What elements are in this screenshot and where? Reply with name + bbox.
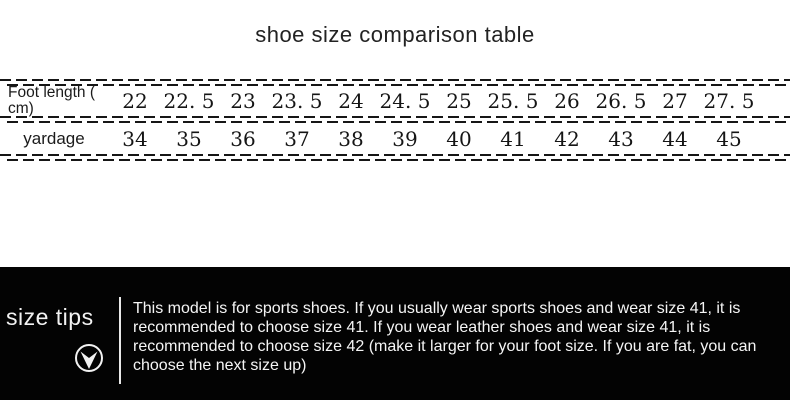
table-cell: 24 (338, 89, 364, 113)
table-row-foot-length: Foot length ( cm) 22 22. 5 23 23. 5 24 2… (0, 84, 790, 117)
table-row-yardage: yardage 34 35 36 37 38 39 40 41 42 43 44… (0, 123, 790, 154)
table-cell: 25 (446, 89, 472, 113)
vertical-divider (119, 297, 121, 384)
size-table: Foot length ( cm) 22 22. 5 23 23. 5 24 2… (0, 79, 790, 161)
table-cell: 38 (338, 126, 364, 151)
table-cell: 43 (608, 126, 634, 151)
table-cell: 39 (392, 126, 418, 151)
size-tips-panel: size tips This model is for sports shoes… (0, 267, 790, 400)
table-cell: 34 (122, 126, 148, 151)
row-header-yardage: yardage (23, 128, 85, 148)
table-cell: 36 (230, 126, 256, 151)
size-tips-text: This model is for sports shoes. If you u… (133, 300, 757, 374)
table-cell: 41 (500, 126, 526, 151)
row-header-foot-length: Foot length ( cm) (8, 84, 96, 117)
table-cell: 40 (446, 126, 472, 151)
dashed-rule-bottom (0, 154, 790, 161)
table-cell: 44 (662, 126, 688, 151)
table-cell: 45 (716, 126, 742, 151)
table-cell: 25. 5 (487, 89, 539, 113)
dashed-rule-middle (0, 116, 790, 123)
table-cell: 27 (662, 89, 688, 113)
table-cell: 42 (554, 126, 580, 151)
table-cell: 23 (230, 89, 256, 113)
table-cell: 26 (554, 89, 580, 113)
size-tips-heading: size tips (6, 304, 94, 330)
table-cell: 22. 5 (163, 89, 215, 113)
page-title: shoe size comparison table (255, 22, 535, 47)
table-cell: 26. 5 (595, 89, 647, 113)
table-cell: 22 (122, 89, 148, 113)
table-cell: 27. 5 (703, 89, 755, 113)
dashed-rule-top (0, 79, 790, 86)
table-cell: 37 (284, 126, 310, 151)
table-cell: 24. 5 (379, 89, 431, 113)
chevron-down-circle-icon (75, 344, 103, 372)
table-cell: 35 (176, 126, 202, 151)
table-cell: 23. 5 (271, 89, 323, 113)
